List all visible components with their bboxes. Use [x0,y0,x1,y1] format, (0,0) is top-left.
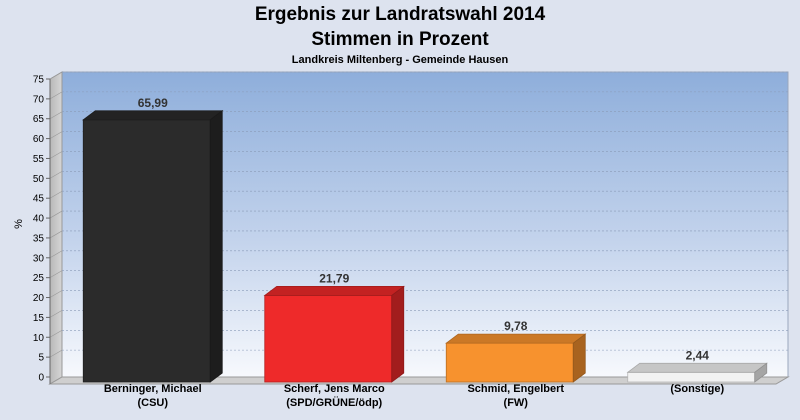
gridline-wall [49,349,63,358]
bar-side [754,362,768,383]
y-tick-label: 0 [38,373,44,384]
value-label: 21,79 [319,271,349,285]
y-tick-label: 65 [33,114,45,125]
bar-side [572,333,586,383]
bar-4 [626,362,768,383]
y-tick-label: 30 [33,253,45,264]
x-tick-label: (Sonstige) [670,383,724,395]
gridline-wall [49,250,63,259]
bar-side [209,109,223,383]
bar-top [445,333,587,344]
bar-2 [263,285,405,383]
y-tick-label: 50 [33,174,45,185]
gridline-wall [49,151,63,159]
gridline-wall [49,210,63,219]
x-tick-label: Schmid, Engelbert [467,383,564,395]
side-wall [49,71,63,385]
gridline-wall [49,91,63,100]
bar-side [391,285,405,383]
y-tick-label: 55 [33,154,45,165]
y-tick-label: 15 [33,313,45,324]
bar-3 [445,333,587,383]
bar-1 [82,109,224,383]
gridline-wall [49,190,63,199]
gridline-wall [49,131,63,139]
bar-top [263,286,405,296]
x-tick-label: (SPD/GRÜNE/ödp) [286,396,382,409]
gridline-wall [49,270,63,278]
gridline-wall [49,171,63,179]
gridline-wall [49,290,63,298]
x-tick-label: Scherf, Jens Marco [284,383,385,395]
value-label: 65,99 [138,96,168,110]
chart-subsubtitle: Landkreis Miltenberg - Gemeinde Hausen [291,54,509,66]
gridline-wall [49,111,63,119]
y-tick-label: 40 [33,214,45,225]
chart-subtitle: Stimmen in Prozent [311,29,489,50]
bar-top [82,110,224,121]
value-label: 2,44 [686,348,710,362]
bar-top [626,362,768,373]
gridline-wall [49,71,63,80]
y-tick-label: 20 [33,293,45,304]
gridline-wall [49,330,63,338]
y-tick-label: 45 [33,194,45,205]
y-tick-label: 75 [33,75,45,86]
bar-front [264,295,393,383]
y-tick-label: 25 [33,273,45,284]
floor [48,376,790,385]
y-axis-label: % [13,219,25,229]
y-tick-label: 35 [33,233,45,244]
gridline-wall [49,310,63,318]
bar-front [82,119,211,383]
x-tick-label: (FW) [504,397,529,409]
y-tick-label: 70 [33,94,45,105]
x-tick-label: (CSU) [137,397,168,409]
gridline-wall [49,230,63,239]
y-tick-label: 60 [33,134,45,145]
x-tick-label: Berninger, Michael [104,383,202,395]
bar-front [445,342,574,383]
chart-title: Ergebnis zur Landratswahl 2014 [254,4,546,25]
bar-front [627,371,756,383]
y-tick-label: 10 [33,333,45,344]
value-label: 9,78 [504,319,528,333]
y-tick-label: 5 [38,353,44,364]
